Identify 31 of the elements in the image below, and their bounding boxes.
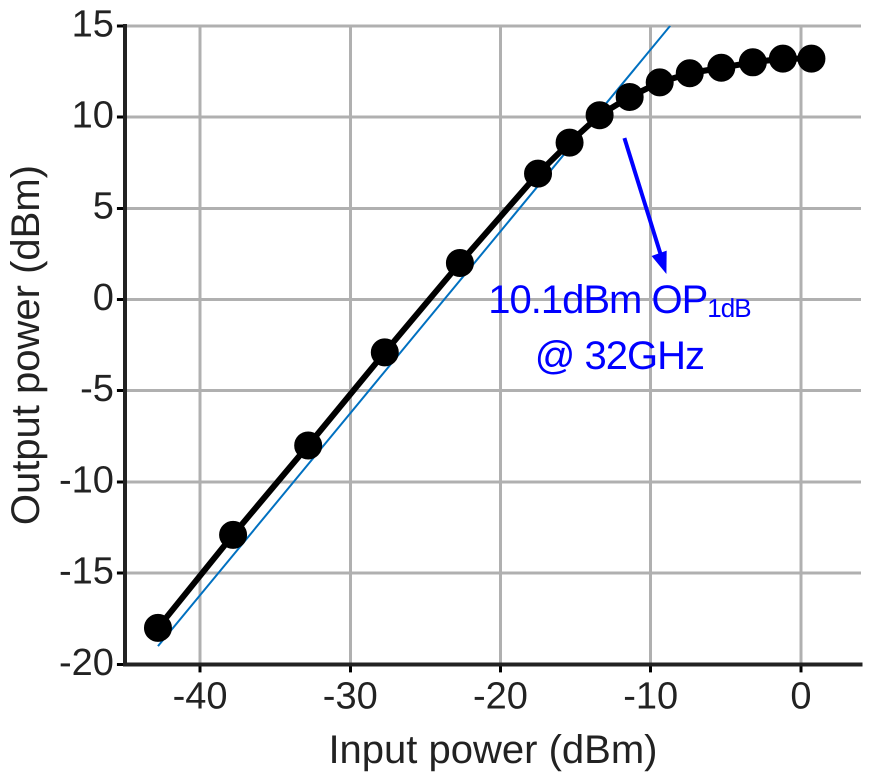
point bbox=[370, 338, 399, 366]
point bbox=[768, 44, 797, 73]
x-axis-title: Input power (dBm) bbox=[328, 728, 658, 772]
point bbox=[524, 160, 552, 188]
point bbox=[738, 48, 767, 76]
point bbox=[219, 520, 248, 549]
x-tick-label: -10 bbox=[623, 676, 678, 718]
point bbox=[646, 68, 674, 96]
x-tick-label: -20 bbox=[473, 676, 528, 718]
point bbox=[616, 82, 644, 111]
y-tick-label: 10 bbox=[72, 94, 114, 137]
y-axis-title: Output power (dBm) bbox=[4, 165, 48, 526]
y-tick-label: 0 bbox=[92, 276, 114, 319]
point bbox=[676, 59, 704, 88]
point bbox=[797, 44, 826, 73]
y-tick-label: 5 bbox=[92, 186, 114, 228]
point bbox=[556, 128, 584, 157]
x-tick-label: -40 bbox=[172, 676, 228, 718]
point bbox=[707, 54, 736, 82]
point bbox=[294, 431, 322, 460]
y-tick-label: -5 bbox=[80, 368, 114, 410]
x-tick-label: 0 bbox=[790, 676, 812, 718]
x-tick-label: -30 bbox=[322, 676, 378, 718]
annotation: 10.1dBm OP$_{1dB}$ @ 32GHz bbox=[488, 277, 751, 380]
point bbox=[446, 248, 474, 277]
y-tick-label: 15 bbox=[72, 3, 114, 46]
y-tick-label: -15 bbox=[59, 550, 114, 593]
y-tick-label: -20 bbox=[59, 642, 114, 684]
point bbox=[144, 614, 172, 642]
point bbox=[586, 101, 614, 130]
y-tick-label: -10 bbox=[59, 459, 114, 502]
